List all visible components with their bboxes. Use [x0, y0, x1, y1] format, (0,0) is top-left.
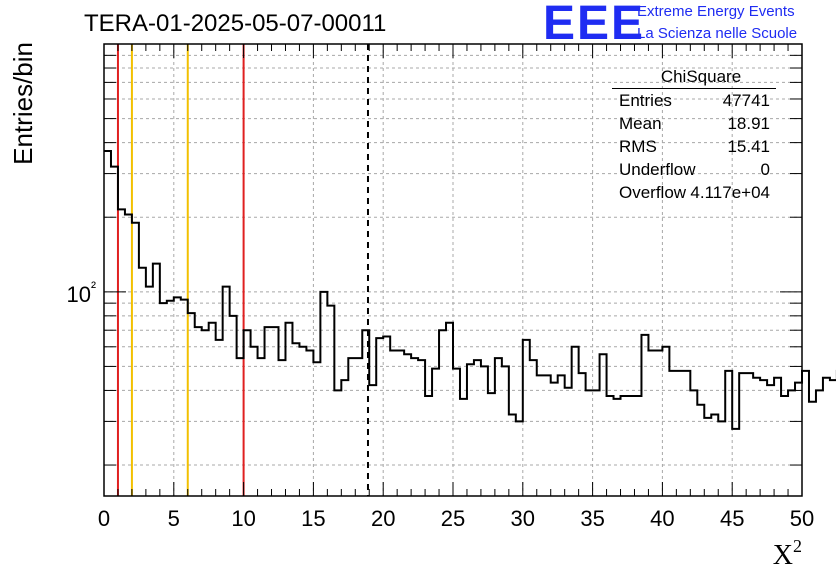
stats-row-overflow: Overflow 4.117e+04: [612, 181, 776, 204]
stats-label: Mean: [619, 114, 662, 133]
stats-label: Overflow: [619, 183, 687, 202]
stats-label: RMS: [619, 137, 657, 156]
stats-label: Entries: [619, 91, 672, 110]
stats-row-underflow: Underflow 0: [612, 158, 776, 181]
x-tick-label: 50: [790, 506, 814, 531]
x-tick-label: 40: [650, 506, 674, 531]
stats-value: 47741: [722, 91, 770, 110]
x-tick-label: 15: [301, 506, 325, 531]
stats-value: 18.91: [727, 114, 770, 133]
y-axis-label: Entries/bin: [8, 42, 38, 165]
stats-row-entries: Entries 47741: [612, 89, 776, 112]
chart-title: TERA-01-2025-05-07-00011: [84, 10, 387, 37]
stats-value: 15.41: [727, 137, 770, 156]
stats-label: Underflow: [619, 160, 696, 179]
stats-row-rms: RMS 15.41: [612, 135, 776, 158]
x-tick-label: 10: [231, 506, 255, 531]
x-tick-label: 30: [511, 506, 535, 531]
brand-line-1: Extreme Energy Events: [637, 3, 795, 20]
x-tick-label: 25: [441, 506, 465, 531]
stats-title: ChiSquare: [660, 67, 742, 86]
x-axis-label: X2: [773, 536, 802, 571]
brand-line-2: La Scienza nelle Scuole: [637, 25, 798, 42]
stats-box: ChiSquare Entries 47741 Mean 18.91 RMS 1…: [612, 66, 776, 204]
stats-row-mean: Mean 18.91: [612, 112, 776, 135]
x-tick-label: 0: [98, 506, 110, 531]
stats-divider: [612, 88, 776, 89]
x-tick-label: 35: [580, 506, 604, 531]
x-tick-label: 45: [720, 506, 744, 531]
x-tick-label: 20: [371, 506, 395, 531]
stats-value: 4.117e+04: [690, 183, 770, 202]
y-tick-label: 10²: [67, 279, 96, 307]
x-tick-label: 5: [168, 506, 180, 531]
eee-logo: EEE: [543, 0, 646, 50]
stats-value: 0: [760, 160, 770, 179]
histogram-series: [104, 150, 836, 430]
